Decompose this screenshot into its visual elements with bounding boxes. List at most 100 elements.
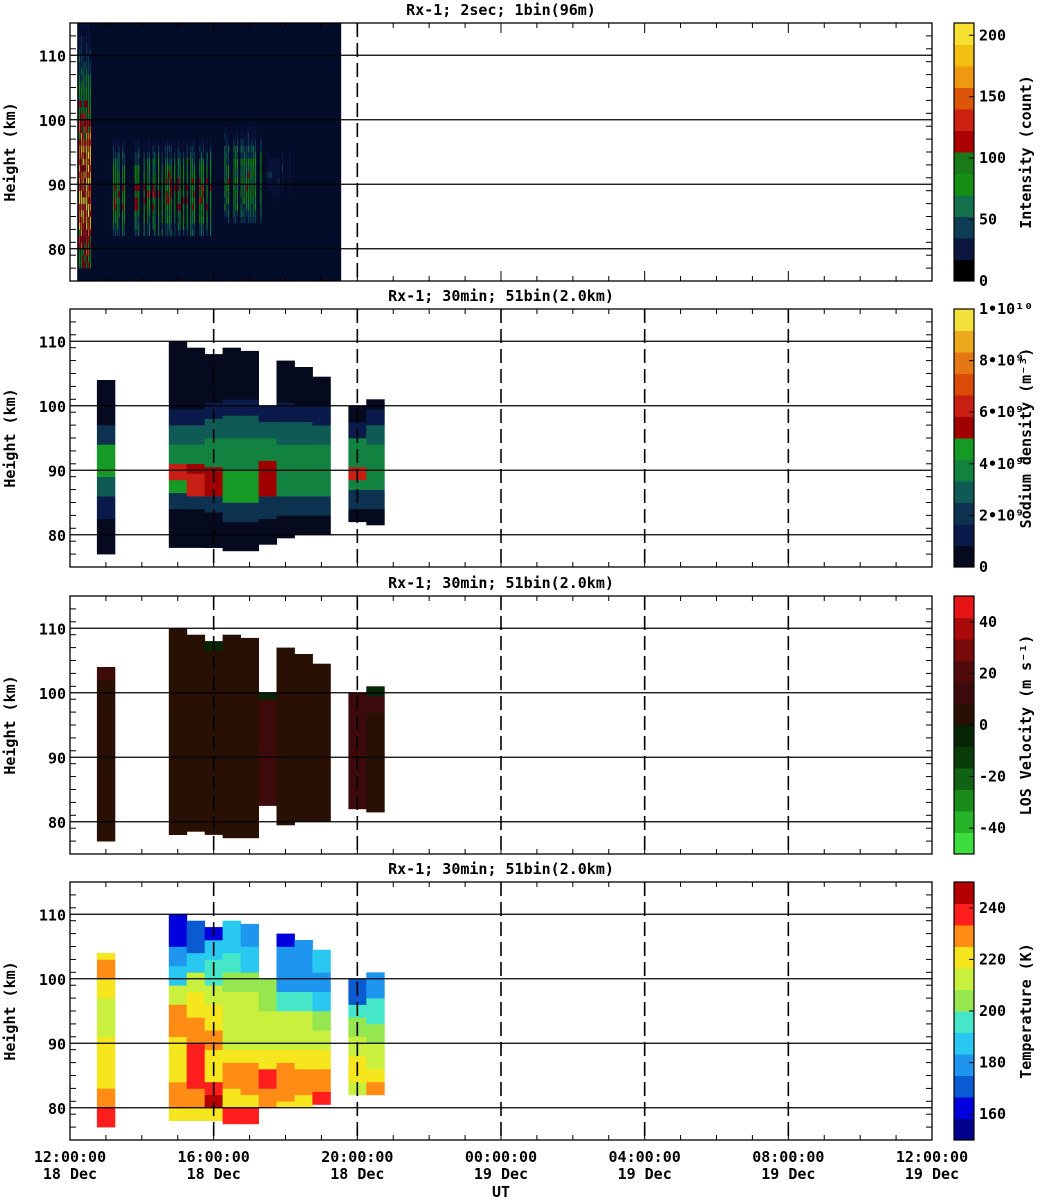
- colorbar-swatch: [954, 946, 974, 969]
- colorbar-swatch: [954, 596, 974, 618]
- colorbar-swatch: [954, 1118, 974, 1141]
- data-cell: [240, 946, 259, 973]
- data-cell: [206, 152, 208, 159]
- data-cell: [79, 203, 81, 211]
- data-cell: [255, 126, 257, 133]
- data-cell: [134, 164, 136, 172]
- data-cell: [158, 229, 160, 237]
- data-cell: [152, 203, 154, 211]
- data-cell: [118, 222, 120, 230]
- data-cell: [222, 347, 241, 400]
- data-cell: [89, 42, 91, 49]
- data-cell: [276, 1101, 295, 1109]
- data-cell: [226, 177, 228, 185]
- data-cell: [88, 229, 90, 237]
- data-cell: [246, 216, 248, 224]
- data-cell: [247, 158, 249, 166]
- data-cell: [136, 177, 138, 185]
- data-cell: [86, 87, 88, 95]
- data-cell: [222, 1049, 241, 1063]
- data-cell: [88, 126, 90, 133]
- data-cell: [113, 164, 115, 172]
- data-cell: [82, 23, 84, 30]
- data-cell: [149, 164, 151, 172]
- data-cell: [84, 119, 86, 127]
- x-tick-date: 18 Dec: [43, 1165, 97, 1183]
- data-cell: [165, 184, 167, 191]
- data-cell: [246, 197, 248, 204]
- data-cell: [89, 177, 91, 185]
- data-cell: [170, 152, 172, 159]
- data-cell: [240, 415, 259, 439]
- data-cell: [86, 235, 88, 243]
- data-cell: [118, 203, 120, 211]
- data-cell: [86, 145, 88, 153]
- data-cell: [210, 190, 212, 198]
- data-cell: [255, 145, 257, 153]
- data-cell: [170, 190, 172, 198]
- data-cell: [281, 184, 283, 191]
- data-cell: [174, 158, 176, 166]
- data-cell: [289, 171, 291, 179]
- data-cell: [253, 190, 255, 198]
- data-cell: [202, 158, 204, 166]
- colorbar-swatch: [954, 481, 974, 503]
- data-cell: [84, 132, 86, 140]
- data-cell: [242, 158, 244, 166]
- data-cell: [272, 177, 274, 185]
- data-cell: [96, 998, 116, 1038]
- data-cell: [79, 94, 81, 101]
- data-cell: [366, 712, 385, 813]
- data-cell: [158, 139, 160, 146]
- data-cell: [247, 164, 249, 172]
- data-column: [258, 978, 277, 1108]
- data-cell: [79, 197, 81, 204]
- data-cell: [237, 197, 239, 204]
- x-tick-date: 19 Dec: [761, 1165, 815, 1183]
- data-cell: [183, 177, 185, 185]
- data-cell: [260, 139, 262, 146]
- data-cell: [158, 158, 160, 166]
- data-cell: [118, 197, 120, 204]
- data-cell: [210, 164, 212, 172]
- data-cell: [206, 139, 208, 146]
- colorbar-swatch: [954, 746, 974, 769]
- data-cell: [177, 203, 179, 211]
- data-cell: [249, 164, 251, 172]
- data-cell: [88, 190, 90, 198]
- data-cell: [237, 145, 239, 153]
- data-cell: [192, 177, 194, 185]
- data-cell: [86, 106, 88, 114]
- y-axis-label: Height (km): [1, 102, 19, 201]
- data-column: [96, 380, 116, 555]
- data-cell: [88, 158, 90, 166]
- data-cell: [237, 190, 239, 198]
- data-cell: [233, 145, 235, 153]
- data-cell: [294, 515, 313, 536]
- data-cell: [202, 171, 204, 179]
- data-cell: [168, 1036, 188, 1083]
- data-cell: [210, 210, 212, 217]
- data-cell: [165, 158, 167, 166]
- data-cell: [114, 197, 116, 204]
- data-cell: [224, 164, 226, 172]
- data-cell: [84, 35, 86, 43]
- data-cell: [228, 152, 230, 159]
- y-tick-label: 100: [39, 112, 66, 130]
- colorbar-swatch: [954, 23, 974, 45]
- data-column: [168, 914, 188, 1121]
- data-cell: [258, 438, 277, 461]
- data-cell: [80, 261, 82, 269]
- data-cell: [235, 145, 237, 153]
- y-tick-label: 110: [39, 333, 66, 351]
- data-cell: [240, 991, 259, 1050]
- data-cell: [258, 518, 277, 545]
- data-cell: [186, 409, 206, 426]
- data-cell: [136, 210, 138, 217]
- data-cell: [80, 171, 82, 179]
- data-cell: [222, 1088, 241, 1108]
- x-axis-label: UT: [492, 1183, 510, 1200]
- data-cell: [366, 686, 385, 697]
- data-cell: [190, 216, 192, 224]
